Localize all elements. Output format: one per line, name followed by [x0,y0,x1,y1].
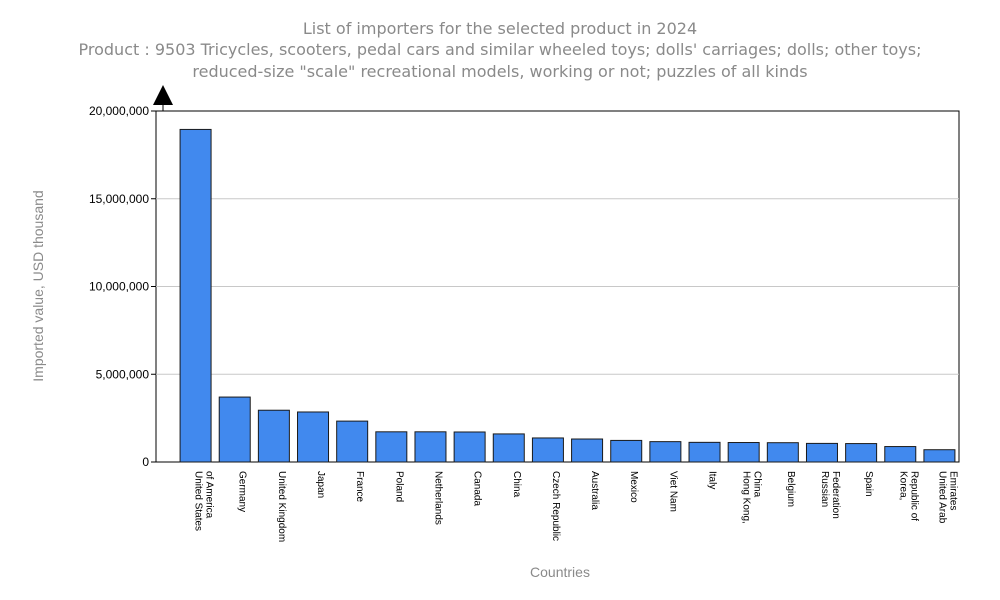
bar [257,409,290,463]
x-tick-label: Korea, [897,471,908,500]
bar [571,438,604,463]
x-tick-label: Australia [589,471,600,510]
x-tick-label: Czech Republic [550,471,561,541]
bar [727,442,760,463]
bar [649,441,682,463]
x-tick-label: United States [193,471,204,531]
y-tick-label: 10,000,000 [89,280,149,294]
x-tick-label: Canada [472,471,483,506]
bar [218,396,251,463]
bar [766,442,799,463]
x-tick-label: Emirates [947,471,958,510]
y-tick-label: 0 [142,455,149,469]
bar [179,128,212,463]
x-tick-label: Viet Nam [667,471,678,512]
bar [297,411,330,463]
bar [531,437,564,463]
x-tick-label: Republic of [908,471,919,521]
x-tick-label: Germany [237,471,248,512]
bar [375,431,408,463]
y-tick-label: 15,000,000 [89,192,149,206]
y-tick-label: 20,000,000 [89,104,149,118]
x-tick-label: United Arab [936,471,947,524]
chart-title: List of importers for the selected produ… [302,19,698,38]
x-tick-label: China [752,471,763,498]
bar [884,446,917,463]
x-tick-label: Belgium [785,471,796,507]
y-tick-label: 5,000,000 [96,367,150,381]
bar [923,449,956,463]
bar [805,442,838,463]
x-tick-label: United Kingdom [276,471,287,542]
x-tick-label: France [354,471,365,503]
chart-title-block: List of importers for the selected produ… [0,18,1000,83]
chart-subtitle: Product : 9503 Tricycles, scooters, peda… [78,40,922,81]
y-axis-arrow-icon [153,85,173,105]
x-tick-label: Russian [819,471,830,507]
x-tick-label: China [511,471,522,498]
x-tick-label: Japan [315,471,326,498]
x-axis-label: Countries [530,564,590,580]
bar [414,431,447,463]
bar [336,420,369,463]
x-tick-label: Spain [863,471,874,497]
x-tick-label: Poland [393,471,404,502]
bar [845,443,878,463]
bar [688,441,721,463]
bar [492,433,525,463]
x-tick-label: Hong Kong, [741,471,752,524]
x-tick-label: Italy [707,471,718,489]
bar [610,439,643,463]
x-tick-label: Federation [830,471,841,519]
bar [453,431,486,463]
x-tick-label: of America [204,471,215,519]
x-tick-label: Mexico [628,471,639,503]
x-tick-label: Netherlands [432,471,443,525]
